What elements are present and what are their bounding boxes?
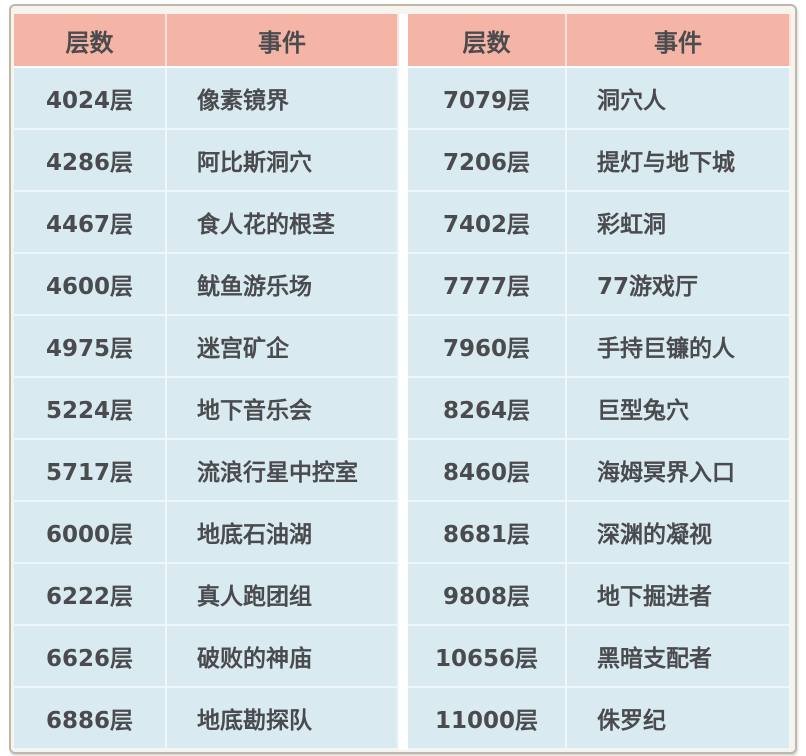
- floor-cell: 6626层: [14, 625, 167, 688]
- table-row: 4600层 鱿鱼游乐场: [14, 253, 399, 316]
- event-cell: 洞穴人: [566, 67, 791, 130]
- table-row: 7079层 洞穴人: [408, 67, 791, 130]
- floor-cell: 4024层: [14, 67, 167, 130]
- floor-cell: 6222层: [14, 563, 167, 626]
- floor-event-table-left: 层数 事件 4024层 像素镜界 4286层 阿比斯洞穴 4467层 食人花的根茎 4600…: [14, 14, 399, 750]
- floor-cell: 10656层: [408, 625, 567, 688]
- event-cell: 海姆冥界入口: [566, 439, 791, 502]
- floor-cell: 4975层: [14, 315, 167, 378]
- table-row: 8681层 深渊的凝视: [408, 501, 791, 564]
- event-cell: 迷宫矿企: [166, 315, 399, 378]
- event-cell: 黑暗支配者: [566, 625, 791, 688]
- header-floor: 层数: [408, 14, 567, 68]
- event-cell: 侏罗纪: [566, 687, 791, 750]
- floor-cell: 7079层: [408, 67, 567, 130]
- event-cell: 彩虹洞: [566, 191, 791, 254]
- event-cell: 地底石油湖: [166, 501, 399, 564]
- column-divider: [398, 14, 408, 750]
- table-row: 7777层 77游戏厅: [408, 253, 791, 316]
- table-row: 6222层 真人跑团组: [14, 563, 399, 626]
- table-row: 7402层 彩虹洞: [408, 191, 791, 254]
- event-cell: 阿比斯洞穴: [166, 129, 399, 192]
- event-cell: 流浪行星中控室: [166, 439, 399, 502]
- floor-cell: 6886层: [14, 687, 167, 750]
- event-cell: 地底勘探队: [166, 687, 399, 750]
- floor-cell: 11000层: [408, 687, 567, 750]
- event-cell: 像素镜界: [166, 67, 399, 130]
- event-cell: 提灯与地下城: [566, 129, 791, 192]
- event-cell: 食人花的根茎: [166, 191, 399, 254]
- floor-cell: 4467层: [14, 191, 167, 254]
- floor-cell: 7960层: [408, 315, 567, 378]
- floor-cell: 8681层: [408, 501, 567, 564]
- table-row: 7206层 提灯与地下城: [408, 129, 791, 192]
- floor-cell: 6000层: [14, 501, 167, 564]
- table-row: 8264层 巨型兔穴: [408, 377, 791, 440]
- table-row: 4286层 阿比斯洞穴: [14, 129, 399, 192]
- floor-cell: 8460层: [408, 439, 567, 502]
- table-row: 9808层 地下掘进者: [408, 563, 791, 626]
- table-row: 4024层 像素镜界: [14, 67, 399, 130]
- table-row: 6886层 地底勘探队: [14, 687, 399, 750]
- table-row: 6000层 地底石油湖: [14, 501, 399, 564]
- event-cell: 手持巨镰的人: [566, 315, 791, 378]
- floor-event-table-right: 层数 事件 7079层 洞穴人 7206层 提灯与地下城 7402层 彩虹洞 7777层 77…: [408, 14, 791, 750]
- table-row: 6626层 破败的神庙: [14, 625, 399, 688]
- floor-cell: 8264层: [408, 377, 567, 440]
- event-cell: 77游戏厅: [566, 253, 791, 316]
- floor-cell: 9808层: [408, 563, 567, 626]
- table-row: 4975层 迷宫矿企: [14, 315, 399, 378]
- table-row: 7960层 手持巨镰的人: [408, 315, 791, 378]
- table-row: 11000层 侏罗纪: [408, 687, 791, 750]
- floor-cell: 5224层: [14, 377, 167, 440]
- event-cell: 巨型兔穴: [566, 377, 791, 440]
- table-row: 5224层 地下音乐会: [14, 377, 399, 440]
- event-cell: 地下掘进者: [566, 563, 791, 626]
- floor-cell: 7777层: [408, 253, 567, 316]
- table-row: 10656层 黑暗支配者: [408, 625, 791, 688]
- floor-cell: 5717层: [14, 439, 167, 502]
- header-event: 事件: [566, 14, 791, 68]
- event-cell: 破败的神庙: [166, 625, 399, 688]
- table-row: 4467层 食人花的根茎: [14, 191, 399, 254]
- event-cell: 地下音乐会: [166, 377, 399, 440]
- event-cell: 真人跑团组: [166, 563, 399, 626]
- header-event: 事件: [166, 14, 399, 68]
- header-floor: 层数: [14, 14, 167, 68]
- floor-cell: 7206层: [408, 129, 567, 192]
- floor-cell: 7402层: [408, 191, 567, 254]
- table-row: 8460层 海姆冥界入口: [408, 439, 791, 502]
- event-cell: 鱿鱼游乐场: [166, 253, 399, 316]
- table-row: 5717层 流浪行星中控室: [14, 439, 399, 502]
- floor-cell: 4286层: [14, 129, 167, 192]
- event-cell: 深渊的凝视: [566, 501, 791, 564]
- floor-cell: 4600层: [14, 253, 167, 316]
